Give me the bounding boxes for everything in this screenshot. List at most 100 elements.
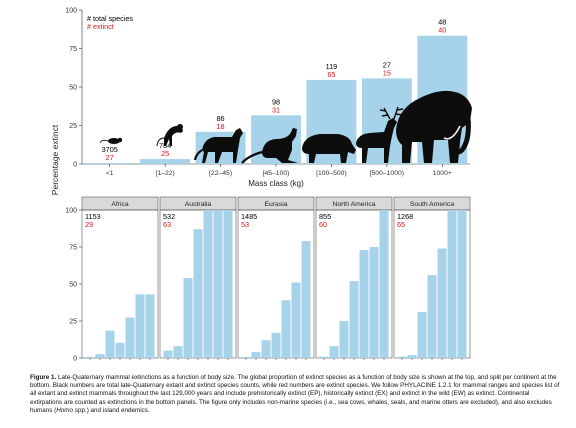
top-total-count: 784 [159, 141, 171, 150]
top-y-tick-label: 100 [65, 8, 77, 15]
tapir-body [302, 134, 356, 163]
continent-bar [261, 340, 271, 358]
panel-extinct-count: 29 [85, 220, 93, 229]
top-total-count: 119 [326, 62, 338, 71]
canid-body [202, 128, 243, 163]
kangaroo-body [262, 128, 298, 163]
panel-title: Eurasia [264, 201, 287, 208]
continent-bar [213, 210, 223, 358]
top-total-count: 98 [272, 97, 280, 106]
panel-total-count: 855 [319, 212, 331, 221]
rodent-silhouette-icon [99, 137, 123, 144]
top-chart-silhouettes [99, 90, 472, 164]
top-extinct-count: 25 [161, 149, 169, 158]
continent-bar [281, 300, 291, 358]
legend-extinct-label: # extinct [87, 22, 114, 31]
caption-text: Late-Quaternary mammal extinctions as a … [30, 374, 560, 414]
top-y-tick-label: 0 [73, 162, 77, 169]
top-x-tick-label: [100–500) [316, 170, 347, 177]
panel-extinct-count: 65 [397, 220, 405, 229]
top-y-tick-label: 50 [69, 85, 77, 92]
continent-bar [183, 278, 193, 358]
kangaroo-tail [241, 150, 263, 164]
y-axis-title: Percentage extinct [50, 124, 60, 195]
continent-bar [145, 294, 155, 358]
top-total-count: 48 [438, 18, 446, 27]
continent-bar [397, 356, 407, 358]
continent-bar [85, 356, 95, 358]
monkey-tail [156, 137, 165, 147]
top-extinct-count: 65 [327, 70, 335, 79]
top-chart-labels: <1370527[1–22)78425[22–45)8618[45–100)98… [102, 18, 452, 177]
mammoth-silhouette-icon [396, 90, 472, 163]
panel-extinct-count: 53 [241, 220, 249, 229]
panel-title: South America [410, 201, 454, 208]
panel-total-count: 1153 [85, 212, 101, 221]
continent-bar [457, 210, 467, 358]
top-x-tick-label: [500–1000) [370, 170, 404, 177]
top-y-tick-label: 25 [69, 123, 77, 130]
bottom-chart-y-axis: 0 25 50 75 100 [65, 208, 82, 363]
continent-bar [301, 241, 311, 358]
panel-total-count: 1485 [241, 212, 257, 221]
top-total-count: 27 [383, 60, 391, 69]
panel-total-count: 1268 [397, 212, 413, 221]
top-x-tick-label: [1–22) [156, 170, 175, 177]
continent-bar [251, 352, 261, 358]
panel-extinct-count: 63 [163, 220, 171, 229]
deer-body [356, 118, 397, 163]
top-extinct-count: 31 [272, 105, 280, 114]
continent-bar [407, 355, 417, 358]
continent-bar [379, 210, 389, 358]
continent-bar [271, 332, 281, 358]
continent-bar [437, 248, 447, 358]
bottom-y-tick-label: 50 [69, 282, 77, 289]
top-x-tick-label: <1 [106, 170, 114, 177]
monkey-silhouette-icon [156, 124, 183, 147]
bottom-y-tick-label: 100 [65, 208, 77, 215]
canid-tail [193, 149, 203, 161]
mammoth-tusk [443, 125, 461, 140]
kangaroo-silhouette-icon [241, 128, 298, 164]
rodent-head [117, 137, 123, 143]
top-bar [140, 159, 191, 164]
bottom-y-tick-label: 0 [73, 356, 77, 363]
top-extinct-count: 15 [383, 68, 391, 77]
continent-bar [291, 282, 301, 358]
continent-bar [369, 247, 379, 358]
top-x-tick-label: 1000+ [433, 170, 452, 177]
panel-title: North America [332, 201, 375, 208]
continent-bar [349, 281, 359, 358]
caption-text-end: spp.) and island endemics. [73, 406, 150, 414]
mammoth-body [396, 90, 472, 163]
continent-bar [223, 210, 233, 358]
continent-bar [359, 249, 369, 358]
mammoth-trunk [453, 117, 471, 155]
continent-bar [417, 312, 427, 358]
continent-bar [447, 210, 457, 358]
caption-italic: Homo [56, 406, 74, 414]
deer-antlers [379, 106, 404, 120]
rodent-body [108, 138, 120, 144]
legend-total-label: # total species [87, 14, 133, 23]
canid-silhouette-icon [193, 128, 243, 163]
tapir-silhouette-icon [302, 134, 356, 163]
caption-label: Figure 1. [30, 374, 57, 381]
continent-bar [203, 210, 213, 358]
monkey-head [177, 124, 183, 130]
continent-bar [193, 229, 203, 358]
continent-bar [241, 356, 251, 358]
x-axis-title: Mass class (kg) [248, 179, 304, 188]
figure-caption: Figure 1. Late-Quaternary mammal extinct… [30, 374, 560, 415]
continent-bar [163, 350, 173, 358]
top-extinct-count: 27 [106, 153, 114, 162]
continent-bar [115, 342, 125, 358]
top-total-count: 86 [217, 114, 225, 123]
